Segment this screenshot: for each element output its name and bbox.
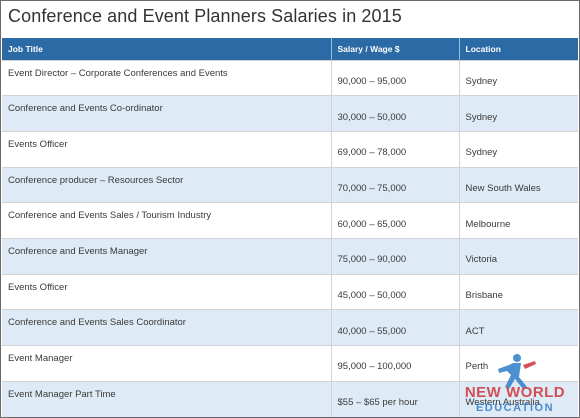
table-row: Conference and Events Manager 75,000 – 9… <box>2 237 578 275</box>
job-title-cell: Event Manager <box>2 345 332 382</box>
job-title-cell: Conference and Events Sales Coordinator <box>2 309 332 346</box>
salary-cell: 75,000 – 90,000 <box>331 237 460 275</box>
figure-head <box>513 354 521 362</box>
salary-cell: 40,000 – 55,000 <box>331 309 460 346</box>
logo-line-1: NEW WORLD <box>465 384 565 401</box>
salary-cell: 95,000 – 100,000 <box>331 345 460 382</box>
column-header-job-title: Job Title <box>2 38 332 60</box>
job-title-cell: Event Director – Corporate Conferences a… <box>2 59 332 96</box>
figure-body <box>498 363 527 389</box>
table-row: Events Officer 45,000 – 50,000 Brisbane <box>2 273 578 310</box>
job-title-cell: Conference producer – Resources Sector <box>2 166 332 203</box>
salary-table: Job Title Salary / Wage $ Location Event… <box>2 38 578 417</box>
location-cell: Sydney <box>459 130 578 168</box>
salary-cell: 30,000 – 50,000 <box>331 95 460 132</box>
salary-cell: 90,000 – 95,000 <box>331 59 460 96</box>
table-row: Events Officer 69,000 – 78,000 Sydney <box>2 130 578 168</box>
salary-cell: $55 – $65 per hour <box>331 380 460 417</box>
location-cell: Melbourne <box>459 202 578 239</box>
location-cell: Victoria <box>459 237 578 275</box>
page-title: Conference and Event Planners Salaries i… <box>8 6 402 26</box>
logo-line-2: EDUCATION <box>476 402 554 414</box>
table-row: Conference producer – Resources Sector 7… <box>2 166 578 203</box>
column-header-salary: Salary / Wage $ <box>331 38 460 60</box>
column-header-location: Location <box>459 38 578 60</box>
table-row: Conference and Events Sales Coordinator … <box>2 309 578 346</box>
salary-cell: 45,000 – 50,000 <box>331 273 460 310</box>
new-world-education-logo: NEW WORLD EDUCATION <box>465 354 565 414</box>
job-title-cell: Conference and Events Co-ordinator <box>2 95 332 132</box>
salary-cell: 70,000 – 75,000 <box>331 166 460 203</box>
table-row: Event Manager 95,000 – 100,000 Perth <box>2 345 578 382</box>
job-title-cell: Events Officer <box>2 130 332 168</box>
table-header-row: Job Title Salary / Wage $ Location <box>2 38 578 60</box>
location-cell: Sydney <box>459 95 578 132</box>
job-title-cell: Conference and Events Sales / Tourism In… <box>2 202 332 239</box>
job-title-cell: Events Officer <box>2 273 332 310</box>
job-title-cell: Event Manager Part Time <box>2 380 332 417</box>
job-title-cell: Conference and Events Manager <box>2 237 332 275</box>
salary-cell: 60,000 – 65,000 <box>331 202 460 239</box>
salary-cell: 69,000 – 78,000 <box>331 130 460 168</box>
location-cell: Sydney <box>459 59 578 96</box>
table-row: Conference and Events Sales / Tourism In… <box>2 202 578 239</box>
location-cell: Brisbane <box>459 273 578 310</box>
table-row: Event Director – Corporate Conferences a… <box>2 59 578 96</box>
table-row: Conference and Events Co-ordinator 30,00… <box>2 95 578 132</box>
location-cell: New South Wales <box>459 166 578 203</box>
location-cell: ACT <box>459 309 578 346</box>
figure-arm <box>523 361 536 369</box>
